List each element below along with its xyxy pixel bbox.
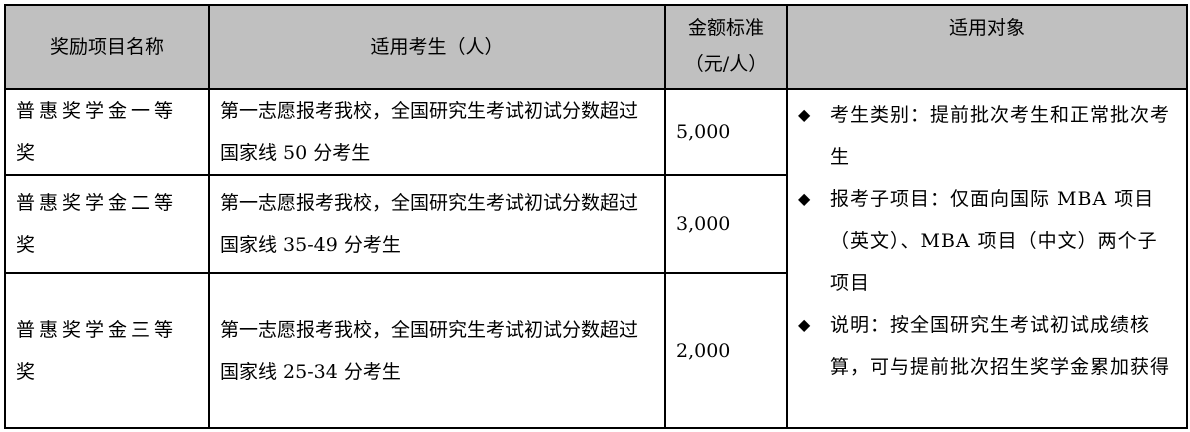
applicable-text: 报考子项目：仅面向国际 MBA 项目（英文）、MBA 项目（中文）两个子项目 — [830, 188, 1158, 294]
table-row: 普惠奖学金一等奖 第一志愿报考我校，全国研究生考试初试分数超过国家线 50 分考… — [4, 88, 1188, 429]
header-row: 奖励项目名称 适用考生（人） 金额标准 （元/人） 适用对象 — [4, 4, 1188, 90]
eligible-text: 第一志愿报考我校，全国研究生考试初试分数超过国家线 25-34 分考生 — [208, 272, 666, 429]
list-item: ◆ 说明：按全国研究生考试初试成绩核算，可与提前批次招生奖学金累加获得 — [798, 304, 1176, 388]
eligible-text: 第一志愿报考我校，全国研究生考试初试分数超过国家线 50 分考生 — [208, 88, 666, 176]
table-row: 普惠奖学金三等奖 第一志愿报考我校，全国研究生考试初试分数超过国家线 25-34… — [4, 272, 1187, 429]
list-item: ◆ 报考子项目：仅面向国际 MBA 项目（英文）、MBA 项目（中文）两个子项目 — [798, 178, 1176, 304]
applicable-text: 说明：按全国研究生考试初试成绩核算，可与提前批次招生奖学金累加获得 — [830, 314, 1171, 378]
diamond-bullet-icon: ◆ — [798, 189, 811, 208]
header-amount-line1: 金额标准 — [687, 17, 764, 39]
award-name: 普惠奖学金三等奖 — [4, 272, 210, 429]
eligible-text: 第一志愿报考我校，全国研究生考试初试分数超过国家线 35-49 分考生 — [208, 174, 666, 274]
amount: 3,000 — [664, 174, 788, 274]
list-item: ◆ 考生类别：提前批次考生和正常批次考生 — [798, 94, 1176, 178]
scholarship-table: 奖励项目名称 适用考生（人） 金额标准 （元/人） 适用对象 普惠奖学金一等奖 第… — [4, 4, 1188, 429]
header-applicable: 适用对象 — [786, 4, 1188, 90]
header-amount-line2: （元/人） — [684, 53, 768, 75]
award-name: 普惠奖学金一等奖 — [4, 88, 210, 176]
header-name: 奖励项目名称 — [4, 4, 210, 90]
header-eligible: 适用考生（人） — [208, 4, 666, 90]
award-name: 普惠奖学金二等奖 — [4, 174, 210, 274]
diamond-bullet-icon: ◆ — [798, 315, 811, 334]
applicable-text: 考生类别：提前批次考生和正常批次考生 — [830, 104, 1171, 168]
amount: 5,000 — [664, 88, 788, 176]
header-amount: 金额标准 （元/人） — [664, 4, 788, 90]
applicable-cell: ◆ 考生类别：提前批次考生和正常批次考生 ◆ 报考子项目：仅面向国际 MBA 项目（… — [786, 88, 1188, 429]
table-row: 普惠奖学金二等奖 第一志愿报考我校，全国研究生考试初试分数超过国家线 35-49… — [4, 174, 1187, 274]
diamond-bullet-icon: ◆ — [798, 105, 811, 124]
amount: 2,000 — [664, 272, 788, 429]
